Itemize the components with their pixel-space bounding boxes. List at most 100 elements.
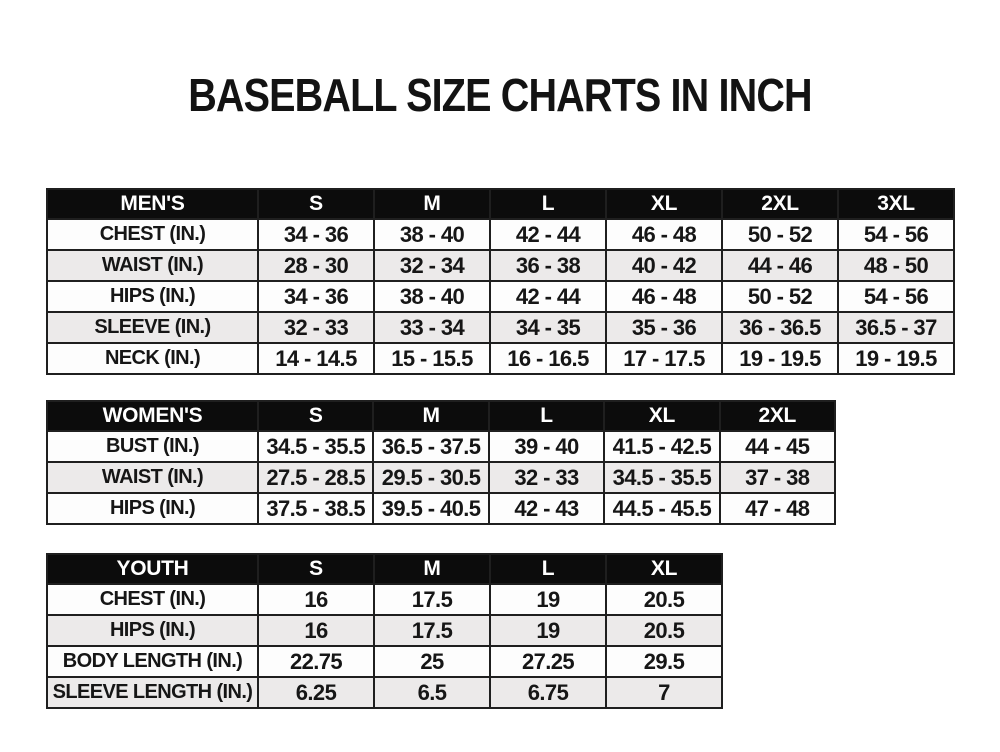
womens-size-cell: 44 - 45 (718, 430, 837, 463)
womens-size-cell: 47 - 48 (718, 492, 837, 525)
mens-size-cell: 14 - 14.5 (257, 342, 375, 375)
womens-row-label: WAIST (IN.) (46, 461, 259, 494)
youth-size-cell: 6.5 (373, 676, 491, 709)
youth-size-cell: 19 (489, 583, 607, 616)
womens-size-cell: 44.5 - 45.5 (603, 492, 721, 525)
youth-table-row: BODY LENGTH (IN.) 22.75 25 27.25 29.5 (46, 645, 723, 678)
youth-row-label: HIPS (IN.) (46, 614, 259, 647)
page-title: BASEBALL SIZE CHARTS IN INCH (188, 69, 812, 121)
mens-size-cell: 19 - 19.5 (837, 342, 955, 375)
youth-header-row: YOUTH S M L XL (46, 553, 723, 585)
youth-size-cell: 29.5 (605, 645, 723, 678)
womens-row-label: BUST (IN.) (46, 430, 259, 463)
youth-size-cell: 27.25 (489, 645, 607, 678)
mens-table-row: HIPS (IN.) 34 - 36 38 - 40 42 - 44 46 - 48 50… (46, 280, 955, 313)
womens-size-cell: 27.5 - 28.5 (256, 461, 375, 494)
youth-row-label: SLEEVE LENGTH (IN.) (46, 676, 259, 709)
mens-size-cell: 54 - 56 (837, 280, 955, 313)
mens-column-header: XL (605, 188, 723, 220)
womens-table-row: WAIST (IN.) 27.5 - 28.5 29.5 - 30.5 32 - 33… (46, 461, 837, 494)
mens-table-title: MEN'S (46, 188, 259, 220)
youth-size-cell: 6.75 (489, 676, 607, 709)
mens-size-cell: 38 - 40 (373, 280, 491, 313)
youth-size-cell: 25 (373, 645, 491, 678)
mens-size-cell: 34 - 36 (257, 218, 375, 251)
womens-column-header: S (256, 400, 375, 432)
youth-table-row: CHEST (IN.) 16 17.5 19 20.5 (46, 583, 723, 616)
mens-table-row: NECK (IN.) 14 - 14.5 15 - 15.5 16 - 16.5 17 … (46, 342, 955, 375)
mens-column-header: M (373, 188, 491, 220)
mens-size-cell: 32 - 33 (257, 311, 375, 344)
mens-size-cell: 36 - 36.5 (721, 311, 839, 344)
youth-row-label: BODY LENGTH (IN.) (46, 645, 259, 678)
mens-row-label: NECK (IN.) (46, 342, 259, 375)
youth-column-header: M (373, 553, 491, 585)
womens-size-cell: 36.5 - 37.5 (372, 430, 490, 463)
womens-column-header: M (372, 400, 490, 432)
womens-table-row: BUST (IN.) 34.5 - 35.5 36.5 - 37.5 39 - 40 4… (46, 430, 837, 463)
mens-size-cell: 32 - 34 (373, 249, 491, 282)
youth-size-cell: 16 (257, 583, 375, 616)
womens-size-cell: 34.5 - 35.5 (603, 461, 721, 494)
mens-size-cell: 17 - 17.5 (605, 342, 723, 375)
mens-column-header: S (257, 188, 375, 220)
mens-size-cell: 38 - 40 (373, 218, 491, 251)
mens-table-row: WAIST (IN.) 28 - 30 32 - 34 36 - 38 40 - 42 4… (46, 249, 955, 282)
womens-size-cell: 39.5 - 40.5 (372, 492, 490, 525)
womens-size-table: WOMEN'S S M L XL 2XL BUST (IN.) 34.5 - 35.5 36.5… (46, 400, 837, 525)
mens-table-row: CHEST (IN.) 34 - 36 38 - 40 42 - 44 46 - 48 5… (46, 218, 955, 251)
mens-size-cell: 48 - 50 (837, 249, 955, 282)
youth-size-cell: 20.5 (605, 614, 723, 647)
youth-column-header: XL (605, 553, 723, 585)
mens-size-cell: 15 - 15.5 (373, 342, 491, 375)
womens-size-cell: 42 - 43 (487, 492, 606, 525)
mens-size-cell: 42 - 44 (489, 280, 607, 313)
mens-size-cell: 19 - 19.5 (721, 342, 839, 375)
youth-column-header: S (257, 553, 375, 585)
mens-size-table: MEN'S S M L XL 2XL 3XL CHEST (IN.) 34 - 36 38 - 4… (46, 188, 955, 375)
youth-table-row: HIPS (IN.) 16 17.5 19 20.5 (46, 614, 723, 647)
mens-size-cell: 42 - 44 (489, 218, 607, 251)
mens-size-cell: 44 - 46 (721, 249, 839, 282)
youth-table-title: YOUTH (46, 553, 259, 585)
youth-column-header: L (489, 553, 607, 585)
mens-size-cell: 28 - 30 (257, 249, 375, 282)
mens-size-cell: 36.5 - 37 (837, 311, 955, 344)
womens-header-row: WOMEN'S S M L XL 2XL (46, 400, 837, 432)
womens-table-row: HIPS (IN.) 37.5 - 38.5 39.5 - 40.5 42 - 43 4… (46, 492, 837, 525)
youth-size-cell: 17.5 (373, 583, 491, 616)
mens-size-cell: 46 - 48 (605, 280, 723, 313)
mens-size-cell: 36 - 38 (489, 249, 607, 282)
womens-size-cell: 41.5 - 42.5 (603, 430, 721, 463)
womens-table-title: WOMEN'S (46, 400, 259, 432)
womens-column-header: 2XL (718, 400, 837, 432)
mens-size-cell: 34 - 35 (489, 311, 607, 344)
mens-column-header: 3XL (837, 188, 955, 220)
youth-size-cell: 6.25 (257, 676, 375, 709)
womens-row-label: HIPS (IN.) (46, 492, 259, 525)
mens-row-label: CHEST (IN.) (46, 218, 259, 251)
youth-size-cell: 22.75 (257, 645, 375, 678)
mens-size-cell: 50 - 52 (721, 218, 839, 251)
mens-size-cell: 54 - 56 (837, 218, 955, 251)
womens-size-cell: 39 - 40 (487, 430, 606, 463)
mens-size-cell: 40 - 42 (605, 249, 723, 282)
youth-size-cell: 16 (257, 614, 375, 647)
youth-size-cell: 19 (489, 614, 607, 647)
womens-size-cell: 29.5 - 30.5 (372, 461, 490, 494)
womens-column-header: L (487, 400, 606, 432)
womens-size-cell: 32 - 33 (487, 461, 606, 494)
mens-column-header: L (489, 188, 607, 220)
youth-size-cell: 17.5 (373, 614, 491, 647)
youth-size-table: YOUTH S M L XL CHEST (IN.) 16 17.5 19 20.5 HIPS (I… (46, 553, 723, 709)
mens-size-cell: 50 - 52 (721, 280, 839, 313)
womens-size-cell: 37 - 38 (718, 461, 837, 494)
mens-column-header: 2XL (721, 188, 839, 220)
youth-size-cell: 7 (605, 676, 723, 709)
youth-table-row: SLEEVE LENGTH (IN.) 6.25 6.5 6.75 7 (46, 676, 723, 709)
mens-size-cell: 16 - 16.5 (489, 342, 607, 375)
womens-column-header: XL (603, 400, 721, 432)
mens-size-cell: 33 - 34 (373, 311, 491, 344)
mens-header-row: MEN'S S M L XL 2XL 3XL (46, 188, 955, 220)
